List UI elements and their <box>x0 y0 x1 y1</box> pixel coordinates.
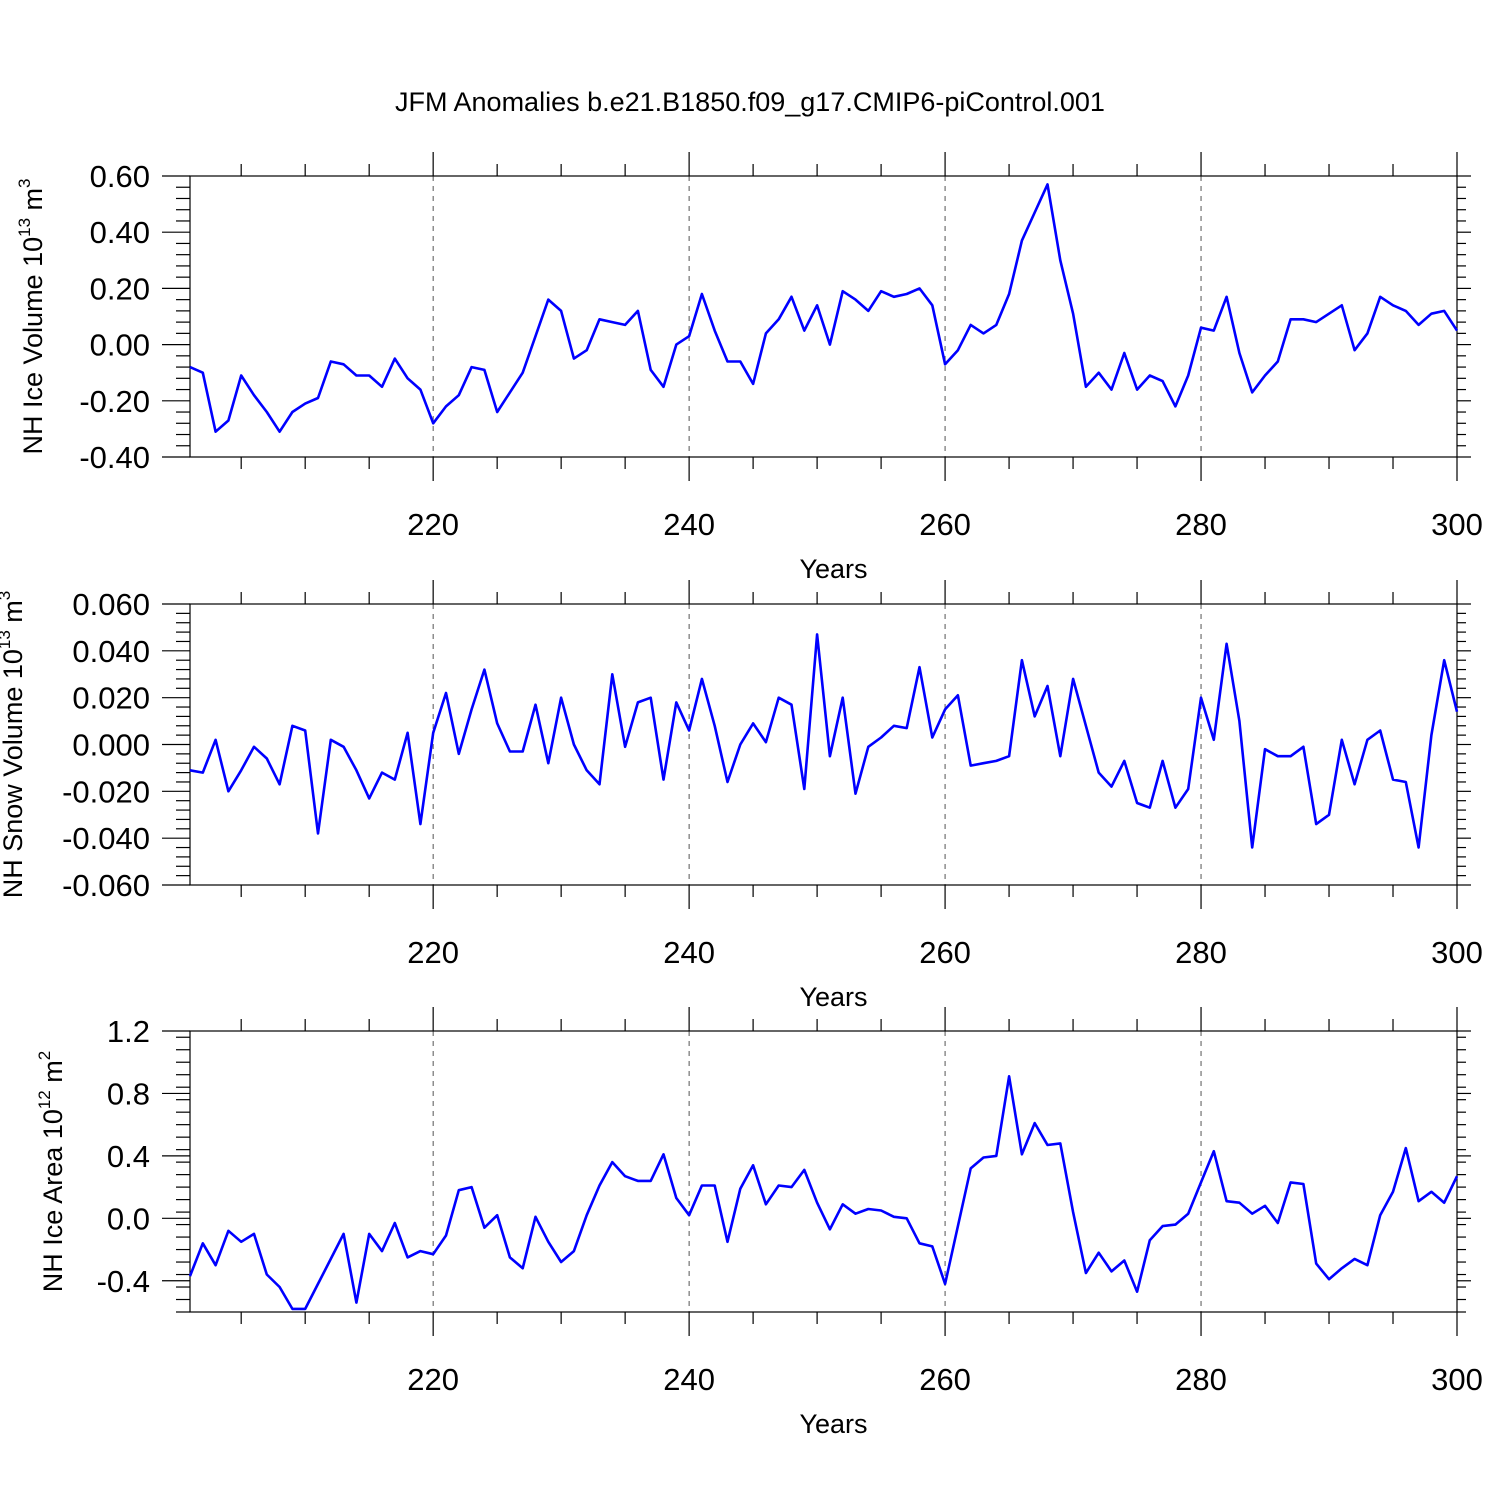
y-tick-label-0.00: 0.00 <box>90 328 150 363</box>
y-axis-title: NH Snow Volume 1013 m3 <box>0 591 28 899</box>
y-axis-title-exponent: 13 <box>0 630 14 649</box>
series-line-1 <box>188 1075 1459 1311</box>
y-tick-label-0.000: 0.000 <box>72 728 150 763</box>
y-axis-title-main: NH Ice Volume 10 <box>18 237 48 455</box>
x-tick-label-240: 240 <box>663 935 715 970</box>
y-axis-title-unit: m <box>38 1060 68 1090</box>
y-tick-label-0.060: 0.060 <box>72 587 150 622</box>
x-tick-label-280: 280 <box>1175 507 1227 542</box>
x-tick-label-300: 300 <box>1431 1362 1483 1397</box>
y-tick-label--0.040: -0.040 <box>62 821 150 856</box>
series-line-1 <box>189 633 1459 849</box>
y-axis-title-unit-exponent: 3 <box>0 591 14 600</box>
x-tick-label-280: 280 <box>1175 1362 1227 1397</box>
x-tick-label-240: 240 <box>663 507 715 542</box>
y-axis-title: NH Ice Volume 1013 m3 <box>15 179 48 455</box>
x-tick-label-220: 220 <box>407 1362 459 1397</box>
panel-ice-volume: 220 240 260 280 300 -0.40 -0.20 0.00 0.20 0.40 0.6… <box>15 152 1483 584</box>
y-tick-label--0.40: -0.40 <box>79 440 150 475</box>
y-tick-label--0.060: -0.060 <box>62 868 150 903</box>
y-tick-label-0.40: 0.40 <box>90 215 150 250</box>
y-tick-label-0.8: 0.8 <box>107 1076 150 1111</box>
x-tick-label-300: 300 <box>1431 507 1483 542</box>
y-tick-label--0.4: -0.4 <box>97 1264 150 1299</box>
y-axis-title-exponent: 13 <box>15 218 34 237</box>
y-axis-title-main: NH Snow Volume 10 <box>0 649 28 898</box>
y-tick-label-0.4: 0.4 <box>107 1139 150 1174</box>
y-tick-label-0.0: 0.0 <box>107 1201 150 1236</box>
x-tick-label-280: 280 <box>1175 935 1227 970</box>
x-tick-label-260: 260 <box>919 935 971 970</box>
y-tick-label-1.2: 1.2 <box>107 1014 150 1049</box>
x-axis-title: Years <box>799 1409 867 1439</box>
plot-frame <box>189 1030 1458 1313</box>
panel-ice-area: 220 240 260 280 300 -0.4 0.0 0.4 0.8 1.2 Years NH I… <box>35 1007 1483 1439</box>
x-axis-title: Years <box>799 982 867 1012</box>
plot-frame <box>189 175 1458 458</box>
x-tick-label-260: 260 <box>919 1362 971 1397</box>
x-tick-label-260: 260 <box>919 507 971 542</box>
y-tick-label-0.040: 0.040 <box>72 634 150 669</box>
y-axis-title-exponent: 12 <box>35 1090 54 1109</box>
y-tick-label-0.60: 0.60 <box>90 159 150 194</box>
y-axis-title-unit-exponent: 2 <box>35 1051 54 1060</box>
x-axis-title: Years <box>799 554 867 584</box>
y-axis-title-unit-exponent: 3 <box>15 179 34 188</box>
x-tick-label-220: 220 <box>407 935 459 970</box>
panel-snow-volume: 220 240 260 280 300 -0.060 -0.040 -0.020 0.000 0.… <box>0 580 1483 1012</box>
y-axis-title-main: NH Ice Area 10 <box>38 1109 68 1292</box>
y-tick-label--0.020: -0.020 <box>62 774 150 809</box>
x-tick-label-220: 220 <box>407 507 459 542</box>
y-tick-label--0.20: -0.20 <box>79 384 150 419</box>
series-line-1 <box>189 183 1459 434</box>
y-axis-title-unit: m <box>18 188 48 218</box>
y-tick-label-0.20: 0.20 <box>90 271 150 306</box>
x-tick-label-240: 240 <box>663 1362 715 1397</box>
y-axis-title: NH Ice Area 1012 m2 <box>35 1051 68 1292</box>
x-tick-label-300: 300 <box>1431 935 1483 970</box>
y-axis-title-unit: m <box>0 600 28 630</box>
y-tick-label-0.020: 0.020 <box>72 681 150 716</box>
figure-title: JFM Anomalies b.e21.B1850.f09_g17.CMIP6-… <box>395 87 1105 117</box>
